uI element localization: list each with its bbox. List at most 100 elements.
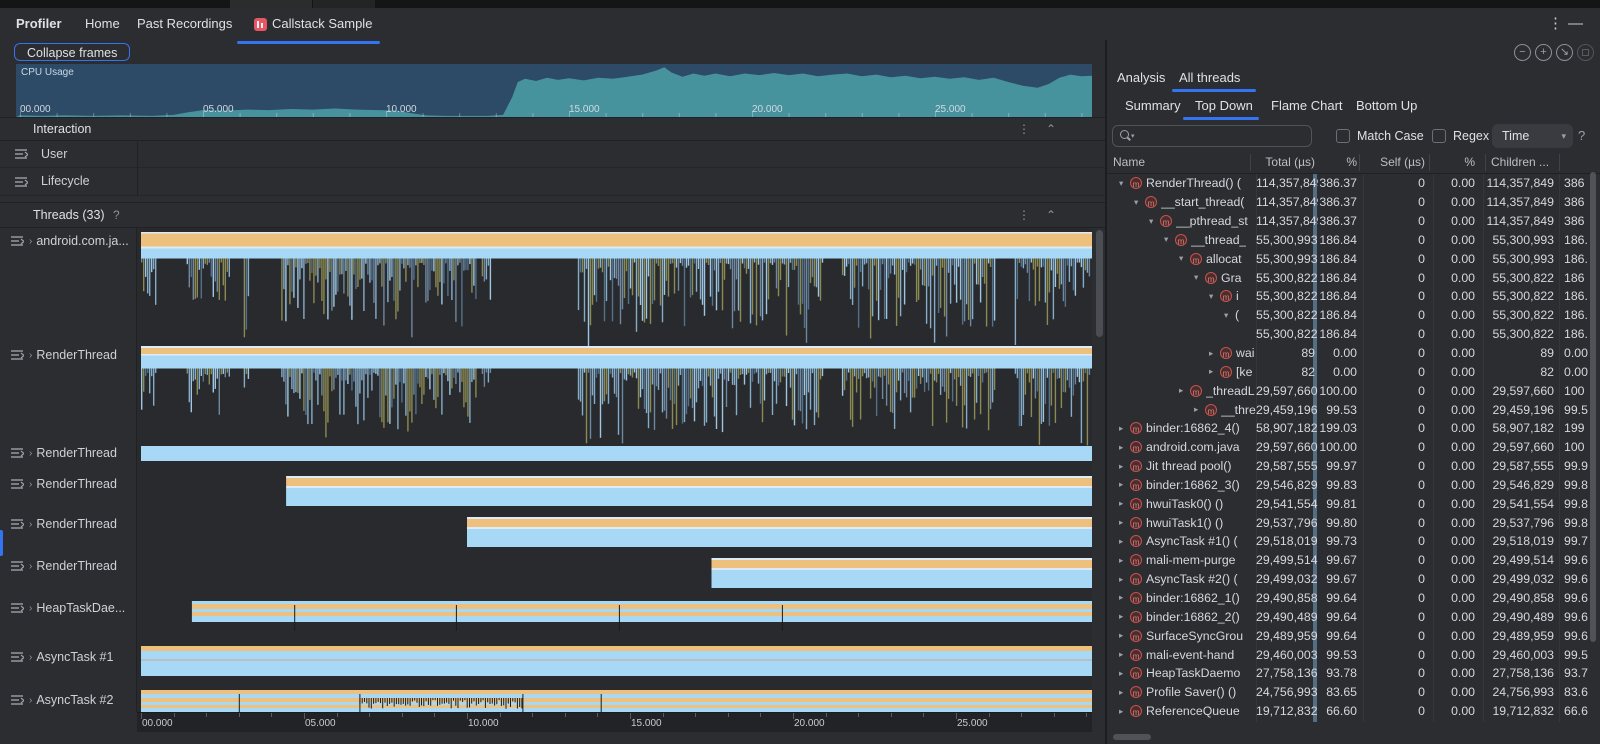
thread-row-label[interactable]: ›RenderThread (0, 557, 135, 575)
thread-row-label[interactable]: ›HeapTaskDae... (0, 599, 135, 617)
help-icon[interactable]: ? (113, 203, 120, 227)
subtab-summary[interactable]: Summary (1125, 92, 1181, 120)
tab-callstack-sample[interactable]: Callstack Sample (272, 8, 372, 40)
subtab-flame-chart[interactable]: Flame Chart (1271, 92, 1343, 120)
filter-dropdown[interactable]: Time ▾ (1492, 124, 1573, 148)
expand-thread-chevron-icon[interactable]: › (29, 695, 32, 706)
reset-zoom-icon[interactable]: ↘ (1556, 44, 1573, 61)
tree-expand-chevron-icon[interactable]: ▸ (1119, 479, 1130, 490)
table-row[interactable]: ▸mbinder:16862_4()58,907,182199.0300.005… (1107, 419, 1600, 438)
column-header-total-pct[interactable]: % (1318, 152, 1357, 173)
expand-thread-chevron-icon[interactable]: › (29, 652, 32, 663)
tree-expand-chevron-icon[interactable]: ▾ (1164, 234, 1175, 245)
tree-expand-chevron-icon[interactable]: ▸ (1194, 404, 1205, 415)
column-header-self-pct[interactable]: % (1433, 152, 1475, 173)
help-icon[interactable]: ? (1578, 120, 1585, 152)
kebab-menu-icon[interactable]: ⋮ (1018, 118, 1030, 140)
zoom-out-icon[interactable]: − (1514, 44, 1531, 61)
tree-expand-chevron-icon[interactable]: ▾ (1119, 178, 1130, 189)
table-row[interactable]: ▸mwai890.0000.00890.00 (1107, 344, 1600, 363)
expand-thread-chevron-icon[interactable]: › (29, 519, 32, 530)
threads-section-header[interactable]: Threads (33) ? ⋮ ⌃ (0, 202, 1105, 228)
tree-expand-chevron-icon[interactable]: ▸ (1119, 461, 1130, 472)
tree-expand-chevron-icon[interactable]: ▸ (1119, 442, 1130, 453)
expand-thread-chevron-icon[interactable]: › (29, 561, 32, 572)
tree-expand-chevron-icon[interactable]: ▾ (1224, 310, 1235, 321)
interaction-row-user[interactable]: User (0, 141, 1105, 168)
tree-expand-chevron-icon[interactable]: ▸ (1119, 611, 1130, 622)
tab-all-threads[interactable]: All threads (1179, 64, 1240, 92)
table-row[interactable]: ▸mbinder:16862_3()29,546,82999.8300.0029… (1107, 476, 1600, 495)
interaction-row-lifecycle[interactable]: Lifecycle (0, 168, 1105, 196)
table-row[interactable]: ▾mi55,300,822186.8400.0055,300,822186. (1107, 287, 1600, 306)
tab-home[interactable]: Home (85, 8, 120, 40)
thread-row-label[interactable]: ›AsyncTask #1 (0, 648, 135, 666)
cpu-usage-chart[interactable]: CPU Usage 00.00005.00010.00015.00020.000… (16, 64, 1092, 117)
tree-expand-chevron-icon[interactable]: ▸ (1119, 668, 1130, 679)
interaction-section-header[interactable]: Interaction ⋮ ⌃ (0, 117, 1105, 141)
column-header-self[interactable]: Self (µs) (1363, 152, 1425, 173)
tree-expand-chevron-icon[interactable]: ▾ (1179, 253, 1190, 264)
zoom-in-icon[interactable]: + (1535, 44, 1552, 61)
thread-tracks-timeline[interactable] (137, 228, 1092, 712)
tree-expand-chevron-icon[interactable]: ▸ (1119, 536, 1130, 547)
collapse-section-icon[interactable]: ⌃ (1046, 118, 1056, 140)
table-row[interactable]: ▸mbinder:16862_1()29,490,85899.6400.0029… (1107, 589, 1600, 608)
tree-expand-chevron-icon[interactable]: ▸ (1119, 649, 1130, 660)
table-row[interactable]: ▾m__thread_55,300,993186.8400.0055,300,9… (1107, 231, 1600, 250)
tree-expand-chevron-icon[interactable]: ▸ (1209, 366, 1220, 377)
tree-expand-chevron-icon[interactable]: ▸ (1179, 385, 1190, 396)
table-row[interactable]: ▸mbinder:16862_2()29,490,48999.6400.0029… (1107, 607, 1600, 626)
match-case-checkbox[interactable] (1336, 129, 1350, 143)
kebab-menu-icon[interactable]: ⋮ (1548, 8, 1563, 40)
table-row[interactable]: ▾mGra55,300,822186.8400.0055,300,822186 (1107, 268, 1600, 287)
thread-row-label[interactable]: ›RenderThread (0, 444, 135, 462)
thread-row-label[interactable]: ›android.com.ja... (0, 232, 135, 250)
column-header-name[interactable]: Name (1113, 152, 1253, 173)
table-row[interactable]: ▸mAsyncTask #2() (29,499,03299.6700.0029… (1107, 570, 1600, 589)
collapse-frames-button[interactable]: Collapse frames (14, 43, 130, 61)
expand-thread-chevron-icon[interactable]: › (29, 350, 32, 361)
table-vertical-scrollbar[interactable] (1590, 172, 1596, 642)
minimize-icon[interactable]: — (1568, 8, 1583, 40)
table-row[interactable]: ▸m__thread_29,459,19699.5300.0029,459,19… (1107, 400, 1600, 419)
kebab-menu-icon[interactable]: ⋮ (1018, 203, 1030, 227)
table-row[interactable]: ▾m__start_thread(114,357,849386.3700.001… (1107, 193, 1600, 212)
table-row[interactable]: ▾mallocat55,300,993186.8400.0055,300,993… (1107, 249, 1600, 268)
table-row[interactable]: ▾(55,300,822186.8400.0055,300,822186. (1107, 306, 1600, 325)
table-row[interactable]: ▸mhwuiTask0() ()29,541,55499.8100.0029,5… (1107, 494, 1600, 513)
subtab-bottom-up[interactable]: Bottom Up (1356, 92, 1417, 120)
tab-profiler[interactable]: Profiler (16, 8, 62, 40)
tree-expand-chevron-icon[interactable]: ▸ (1119, 687, 1130, 698)
tree-expand-chevron-icon[interactable]: ▾ (1194, 272, 1205, 283)
thread-row-label[interactable]: ›RenderThread (0, 346, 135, 364)
thread-row-label[interactable]: ›RenderThread (0, 515, 135, 533)
match-case-label[interactable]: Match Case (1357, 120, 1424, 152)
tree-expand-chevron-icon[interactable]: ▸ (1209, 348, 1220, 359)
table-row[interactable]: ▸mAsyncTask #1() (29,518,01999.7300.0029… (1107, 532, 1600, 551)
table-row[interactable]: ▸mSurfaceSyncGrou29,489,95999.6400.0029,… (1107, 626, 1600, 645)
tree-expand-chevron-icon[interactable]: ▸ (1119, 706, 1130, 717)
table-row[interactable]: ▸m[ke820.0000.00820.00 (1107, 362, 1600, 381)
table-row[interactable]: ▸mJit thread pool() 29,587,55599.9700.00… (1107, 457, 1600, 476)
tree-expand-chevron-icon[interactable]: ▸ (1119, 592, 1130, 603)
table-row[interactable]: ▸mProfile Saver() ()24,756,99383.6500.00… (1107, 683, 1600, 702)
column-header-total[interactable]: Total (µs) (1256, 152, 1315, 173)
tree-expand-chevron-icon[interactable]: ▾ (1209, 291, 1220, 302)
table-row[interactable]: ▸mmali-mem-purge29,499,51499.6700.0029,4… (1107, 551, 1600, 570)
tree-expand-chevron-icon[interactable]: ▸ (1119, 517, 1130, 528)
table-row[interactable]: ▾mRenderThread() (114,357,849386.3700.00… (1107, 174, 1600, 193)
table-row[interactable]: ▸mhwuiTask1() ()29,537,79699.8000.0029,5… (1107, 513, 1600, 532)
tree-expand-chevron-icon[interactable]: ▾ (1134, 197, 1145, 208)
collapse-section-icon[interactable]: ⌃ (1046, 203, 1056, 227)
table-row[interactable]: ▸mmali-event-hand29,460,00399.5300.0029,… (1107, 645, 1600, 664)
tracks-vertical-scrollbar[interactable] (1096, 230, 1103, 337)
expand-thread-chevron-icon[interactable]: › (29, 603, 32, 614)
table-row[interactable]: ▸mHeapTaskDaemo27,758,13693.7800.0027,75… (1107, 664, 1600, 683)
tree-expand-chevron-icon[interactable]: ▸ (1119, 630, 1130, 641)
table-row[interactable]: 55,300,822186.8400.0055,300,822186. (1107, 325, 1600, 344)
table-row[interactable]: ▸mReferenceQueue19,712,83266.6000.0019,7… (1107, 702, 1600, 721)
search-input[interactable] (1112, 125, 1312, 147)
thread-row-label[interactable]: ›AsyncTask #2 (0, 691, 135, 709)
regex-label[interactable]: Regex (1453, 120, 1489, 152)
